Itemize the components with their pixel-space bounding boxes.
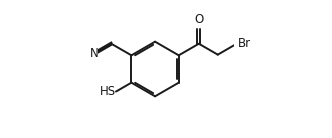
Text: O: O bbox=[194, 13, 204, 26]
Text: Br: Br bbox=[237, 37, 251, 50]
Text: N: N bbox=[90, 47, 99, 60]
Text: HS: HS bbox=[100, 85, 116, 98]
